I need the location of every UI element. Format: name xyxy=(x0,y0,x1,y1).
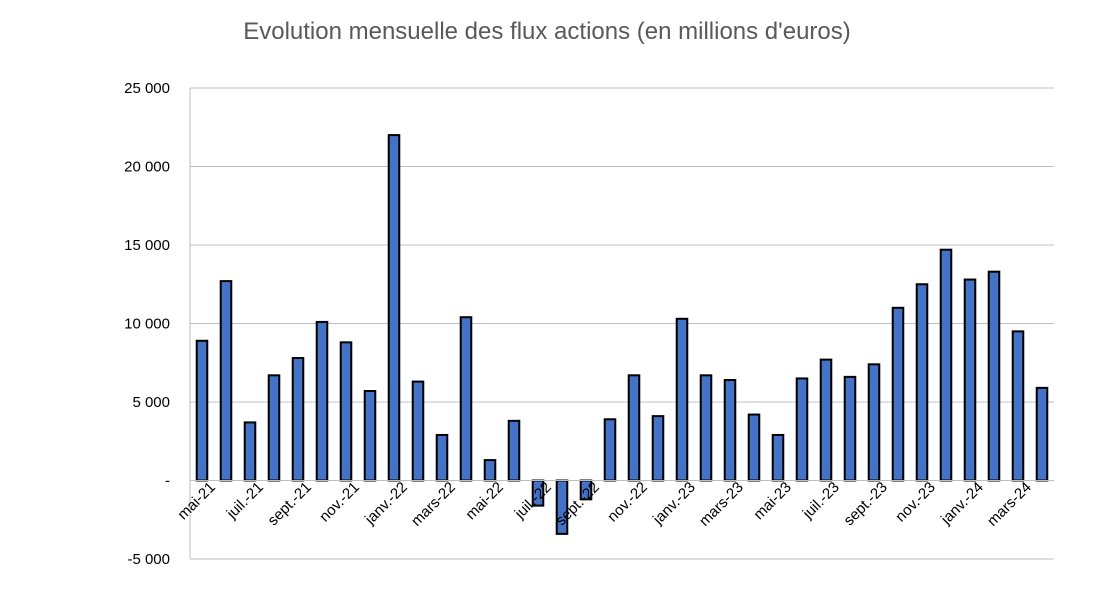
bar-oct.-23 xyxy=(891,306,905,482)
bar-mai-23 xyxy=(771,433,785,482)
y-tick-label: 25 000 xyxy=(124,80,170,97)
x-tick-label: sept.-21 xyxy=(264,479,314,529)
x-tick-label: juil.-23 xyxy=(799,479,843,523)
x-tick-label: janv.-23 xyxy=(649,479,699,529)
x-tick-label: mars-22 xyxy=(408,479,459,530)
x-tick-label: mars-24 xyxy=(984,479,1035,530)
x-tick-label: janv.-22 xyxy=(361,479,411,529)
y-tick-label: - xyxy=(165,473,170,490)
bar-janv.-23 xyxy=(675,317,689,482)
bar-sept.-23 xyxy=(867,363,881,482)
bar-sept.-21 xyxy=(291,357,305,482)
bar-oct.-22 xyxy=(603,418,617,482)
bar-mai-22 xyxy=(483,459,497,482)
bar-juil.-23 xyxy=(819,358,833,482)
bar-déc.-21 xyxy=(363,390,377,482)
x-tick-label: mars-23 xyxy=(696,479,747,530)
bar-avr.-23 xyxy=(747,413,761,482)
bar-juin-23 xyxy=(795,377,809,482)
bar-mars-24 xyxy=(1011,330,1025,482)
x-tick-label: mai-21 xyxy=(174,479,218,523)
bar-mars-22 xyxy=(435,433,449,482)
x-tick-label: nov.-22 xyxy=(604,479,651,526)
bar-juin-22 xyxy=(507,419,521,482)
bar-juil.-21 xyxy=(243,421,257,482)
y-tick-label: 15 000 xyxy=(124,237,170,254)
gridlines xyxy=(190,87,1054,560)
y-tick-label: 5 000 xyxy=(132,394,170,411)
bar-mars-23 xyxy=(723,379,737,482)
x-tick-label: mai-23 xyxy=(750,479,794,523)
bar-déc.-22 xyxy=(651,415,665,482)
y-tick-label: 10 000 xyxy=(124,316,170,333)
chart-title: Evolution mensuelle des flux actions (en… xyxy=(243,18,851,45)
bar-août-23 xyxy=(843,375,857,482)
bar-janv.-24 xyxy=(963,278,977,482)
bar-mai-21 xyxy=(195,339,209,482)
bar-avr.-22 xyxy=(459,316,473,482)
x-tick-label: sept.-23 xyxy=(840,479,890,529)
bar-déc.-23 xyxy=(939,248,953,482)
y-axis-tick-labels: 25 000 20 000 15 000 10 000 5 000 - -5 000 xyxy=(124,80,170,568)
bars xyxy=(195,134,1049,535)
bar-nov.-23 xyxy=(915,283,929,482)
x-tick-label: mai-22 xyxy=(462,479,506,523)
x-tick-label: nov.-21 xyxy=(316,479,363,526)
y-tick-label: 20 000 xyxy=(124,159,170,176)
bar-juin-21 xyxy=(219,280,233,482)
bar-avr.-24 xyxy=(1035,386,1049,482)
bar-nov.-22 xyxy=(627,374,641,482)
x-tick-label: nov.-23 xyxy=(892,479,939,526)
bar-févr.-22 xyxy=(411,380,425,482)
bar-févr.-23 xyxy=(699,374,713,482)
y-tick-label: -5 000 xyxy=(127,551,170,568)
x-tick-label: juil.-21 xyxy=(223,479,267,523)
x-tick-label: janv.-24 xyxy=(937,479,987,529)
bar-oct.-21 xyxy=(315,320,329,482)
axes xyxy=(189,88,1054,559)
bar-nov.-21 xyxy=(339,341,353,482)
bar-janv.-22 xyxy=(387,134,401,482)
bar-août-21 xyxy=(267,374,281,482)
bar-févr.-24 xyxy=(987,270,1001,482)
